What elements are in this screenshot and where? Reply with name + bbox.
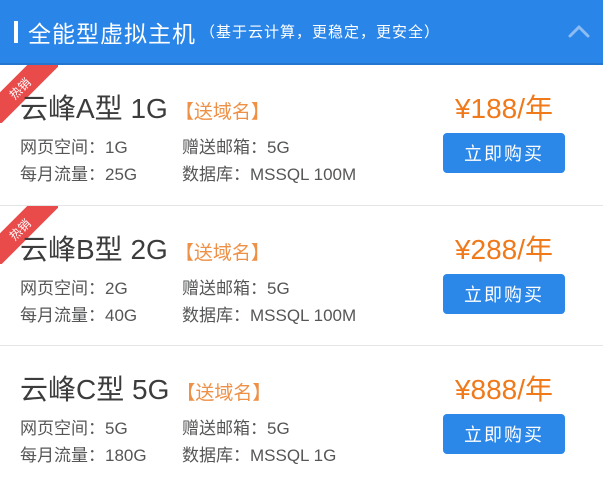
product-specs: 网页空间：5G 赠送邮箱：5G 每月流量：180G 数据库：MSSQL 1G xyxy=(20,413,336,467)
product-price: ¥288/年 xyxy=(454,234,554,265)
product-card: 热销 云峰A型 1G 【送域名】 网页空间：1G 赠送邮箱：5G 每月流量：25G… xyxy=(0,65,603,205)
product-title-row: 云峰A型 1G 【送域名】 xyxy=(20,87,270,127)
buy-now-button[interactable]: 立即购买 xyxy=(443,414,565,454)
title-marker xyxy=(14,20,18,43)
spec-web-space: 网页空间：2G xyxy=(20,279,128,298)
spec-database: 数据库：MSSQL 100M xyxy=(182,165,357,184)
product-card: 热销 云峰B型 2G 【送域名】 网页空间：2G 赠送邮箱：5G 每月流量：40G… xyxy=(0,205,603,345)
product-card: 云峰C型 5G 【送域名】 网页空间：5G 赠送邮箱：5G 每月流量：180G 数… xyxy=(0,345,603,485)
product-name: 云峰A型 1G xyxy=(20,93,168,124)
gift-domain-tag: 【送域名】 xyxy=(174,102,270,123)
spec-web-space: 网页空间：1G xyxy=(20,138,128,157)
spec-traffic: 每月流量：25G xyxy=(20,165,138,184)
spec-mailbox: 赠送邮箱：5G xyxy=(182,419,290,438)
product-name: 云峰C型 5G xyxy=(20,374,170,405)
product-specs: 网页空间：1G 赠送邮箱：5G 每月流量：25G 数据库：MSSQL 100M xyxy=(20,132,356,186)
product-price: ¥188/年 xyxy=(454,93,554,124)
spec-mailbox: 赠送邮箱：5G xyxy=(182,138,290,157)
panel-title: 全能型虚拟主机 xyxy=(28,20,196,47)
panel-header: 全能型虚拟主机 （基于云计算，更稳定，更安全） xyxy=(0,0,603,65)
spec-mailbox: 赠送邮箱：5G xyxy=(182,279,290,298)
chevron-up-icon[interactable] xyxy=(567,22,591,40)
buy-now-button[interactable]: 立即购买 xyxy=(443,133,565,173)
product-price: ¥888/年 xyxy=(454,374,554,405)
gift-domain-tag: 【送域名】 xyxy=(176,383,272,404)
spec-database: 数据库：MSSQL 1G xyxy=(182,446,337,465)
buy-now-button[interactable]: 立即购买 xyxy=(443,274,565,314)
product-specs: 网页空间：2G 赠送邮箱：5G 每月流量：40G 数据库：MSSQL 100M xyxy=(20,273,356,327)
product-name: 云峰B型 2G xyxy=(20,234,168,265)
gift-domain-tag: 【送域名】 xyxy=(174,243,270,264)
spec-database: 数据库：MSSQL 100M xyxy=(182,306,357,325)
spec-traffic: 每月流量：180G xyxy=(20,446,147,465)
product-title-row: 云峰C型 5G 【送域名】 xyxy=(20,368,271,408)
product-title-row: 云峰B型 2G 【送域名】 xyxy=(20,228,270,268)
panel-subtitle: （基于云计算，更稳定，更安全） xyxy=(200,24,441,41)
spec-traffic: 每月流量：40G xyxy=(20,306,138,325)
spec-web-space: 网页空间：5G xyxy=(20,419,128,438)
